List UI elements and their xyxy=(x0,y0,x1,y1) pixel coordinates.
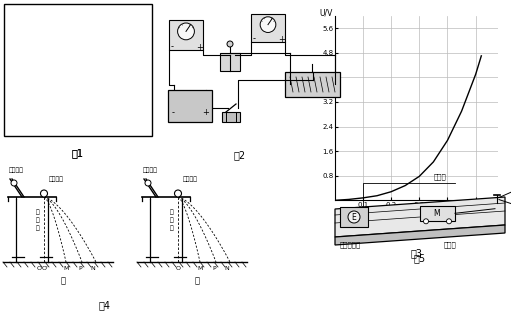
Text: 图1: 图1 xyxy=(72,148,84,158)
Polygon shape xyxy=(335,197,505,237)
Circle shape xyxy=(447,219,452,224)
Text: 线: 线 xyxy=(170,225,174,231)
Text: 图5: 图5 xyxy=(414,253,426,263)
Text: -: - xyxy=(172,108,174,117)
Bar xyxy=(420,206,455,221)
Text: 打点计时器: 打点计时器 xyxy=(339,241,361,248)
Bar xyxy=(340,207,368,227)
Text: 线: 线 xyxy=(36,225,40,231)
Text: 橡皮筋: 橡皮筋 xyxy=(444,241,456,248)
Circle shape xyxy=(11,180,17,186)
Text: 被碰小球: 被碰小球 xyxy=(49,176,63,182)
Text: +: + xyxy=(202,108,210,117)
Circle shape xyxy=(227,41,233,47)
Bar xyxy=(169,20,203,50)
Text: E: E xyxy=(352,212,356,222)
Text: M: M xyxy=(434,209,440,218)
Text: O: O xyxy=(175,266,180,271)
Text: N: N xyxy=(225,266,229,271)
Text: 入射小球: 入射小球 xyxy=(9,167,24,173)
Text: -: - xyxy=(171,43,174,52)
Text: M: M xyxy=(63,266,68,271)
Bar xyxy=(220,53,240,71)
Text: 被碰小球: 被碰小球 xyxy=(182,176,197,182)
Polygon shape xyxy=(335,225,505,245)
Text: O: O xyxy=(36,266,41,271)
Circle shape xyxy=(424,219,429,224)
Bar xyxy=(222,112,240,122)
Text: 垂: 垂 xyxy=(36,217,40,223)
Text: 甲: 甲 xyxy=(60,276,65,285)
Text: 重: 重 xyxy=(170,209,174,215)
Text: -: - xyxy=(252,34,256,44)
Text: +: + xyxy=(278,34,286,44)
Circle shape xyxy=(260,17,276,32)
Bar xyxy=(4,4,152,136)
Text: M: M xyxy=(197,266,203,271)
Bar xyxy=(285,72,340,97)
Text: N: N xyxy=(90,266,96,271)
Text: 图2: 图2 xyxy=(234,150,246,160)
Text: 接电源: 接电源 xyxy=(434,173,447,180)
Text: +: + xyxy=(197,43,203,52)
Bar xyxy=(168,90,212,122)
Text: I/A: I/A xyxy=(495,213,505,222)
Text: U/V: U/V xyxy=(319,8,333,17)
Circle shape xyxy=(348,211,360,223)
Text: 图4: 图4 xyxy=(99,300,111,310)
Circle shape xyxy=(40,190,48,197)
Bar xyxy=(251,14,285,42)
Text: 图1: 图1 xyxy=(72,148,84,158)
Circle shape xyxy=(145,180,151,186)
Circle shape xyxy=(178,23,194,40)
Text: 乙: 乙 xyxy=(195,276,199,285)
Text: 入射小球: 入射小球 xyxy=(143,167,157,173)
Text: P: P xyxy=(212,266,216,271)
Text: P: P xyxy=(78,266,82,271)
Text: O': O' xyxy=(41,266,49,271)
Text: 重: 重 xyxy=(36,209,40,215)
Circle shape xyxy=(174,190,181,197)
Text: 图3: 图3 xyxy=(410,248,423,258)
Text: 垂: 垂 xyxy=(170,217,174,223)
